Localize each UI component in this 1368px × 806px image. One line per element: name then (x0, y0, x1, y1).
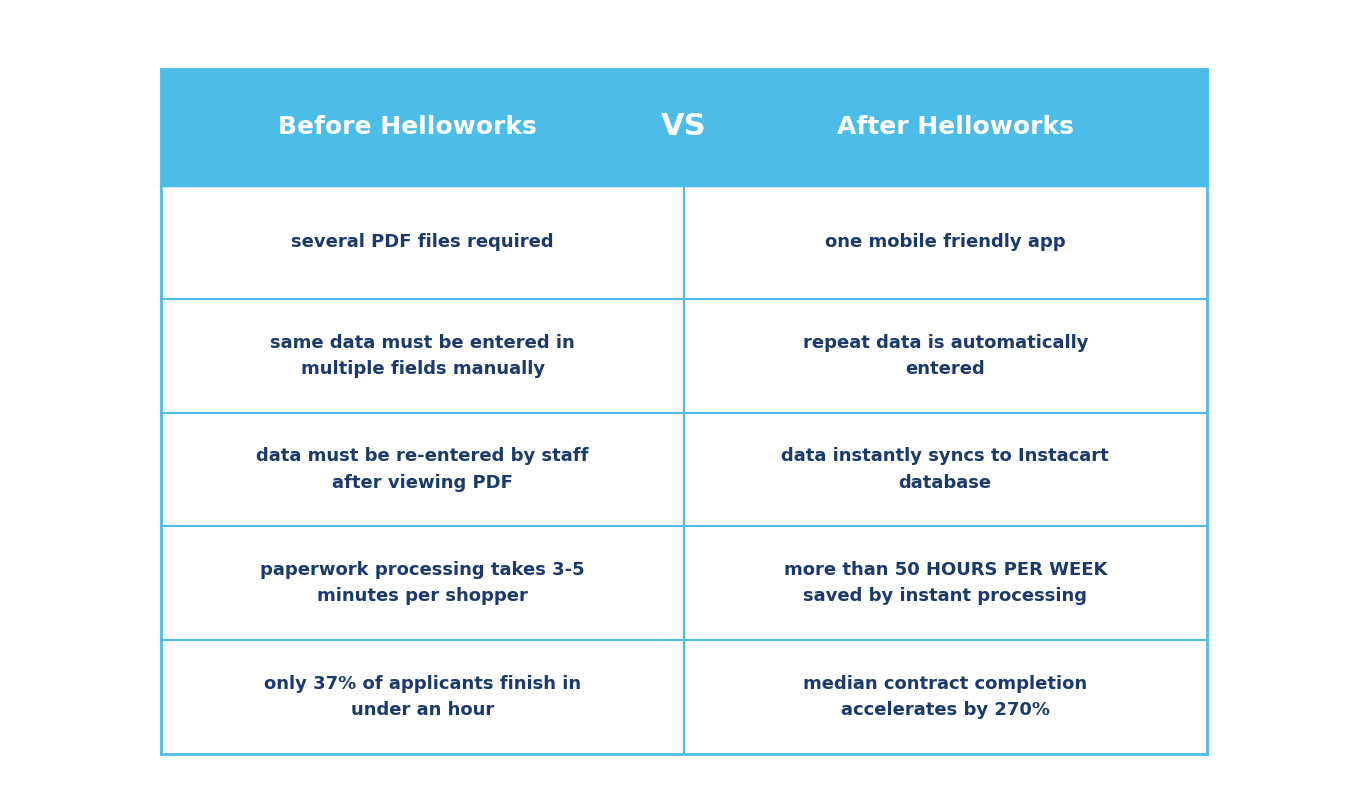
Text: data instantly syncs to Instacart
database: data instantly syncs to Instacart databa… (781, 447, 1109, 492)
Text: VS: VS (661, 113, 707, 141)
Text: more than 50 HOURS PER WEEK
saved by instant processing: more than 50 HOURS PER WEEK saved by ins… (784, 561, 1107, 605)
Bar (161, 69, 1207, 185)
Text: paperwork processing takes 3-5
minutes per shopper: paperwork processing takes 3-5 minutes p… (260, 561, 586, 605)
Text: same data must be entered in
multiple fields manually: same data must be entered in multiple fi… (271, 334, 575, 378)
Text: only 37% of applicants finish in
under an hour: only 37% of applicants finish in under a… (264, 675, 581, 719)
Text: data must be re-entered by staff
after viewing PDF: data must be re-entered by staff after v… (256, 447, 590, 492)
Text: repeat data is automatically
entered: repeat data is automatically entered (803, 334, 1088, 378)
Bar (161, 69, 1207, 754)
Text: several PDF files required: several PDF files required (291, 233, 554, 251)
Text: median contract completion
accelerates by 270%: median contract completion accelerates b… (803, 675, 1088, 719)
Text: Before Helloworks: Before Helloworks (278, 115, 536, 139)
Text: After Helloworks: After Helloworks (837, 115, 1074, 139)
Text: one mobile friendly app: one mobile friendly app (825, 233, 1066, 251)
